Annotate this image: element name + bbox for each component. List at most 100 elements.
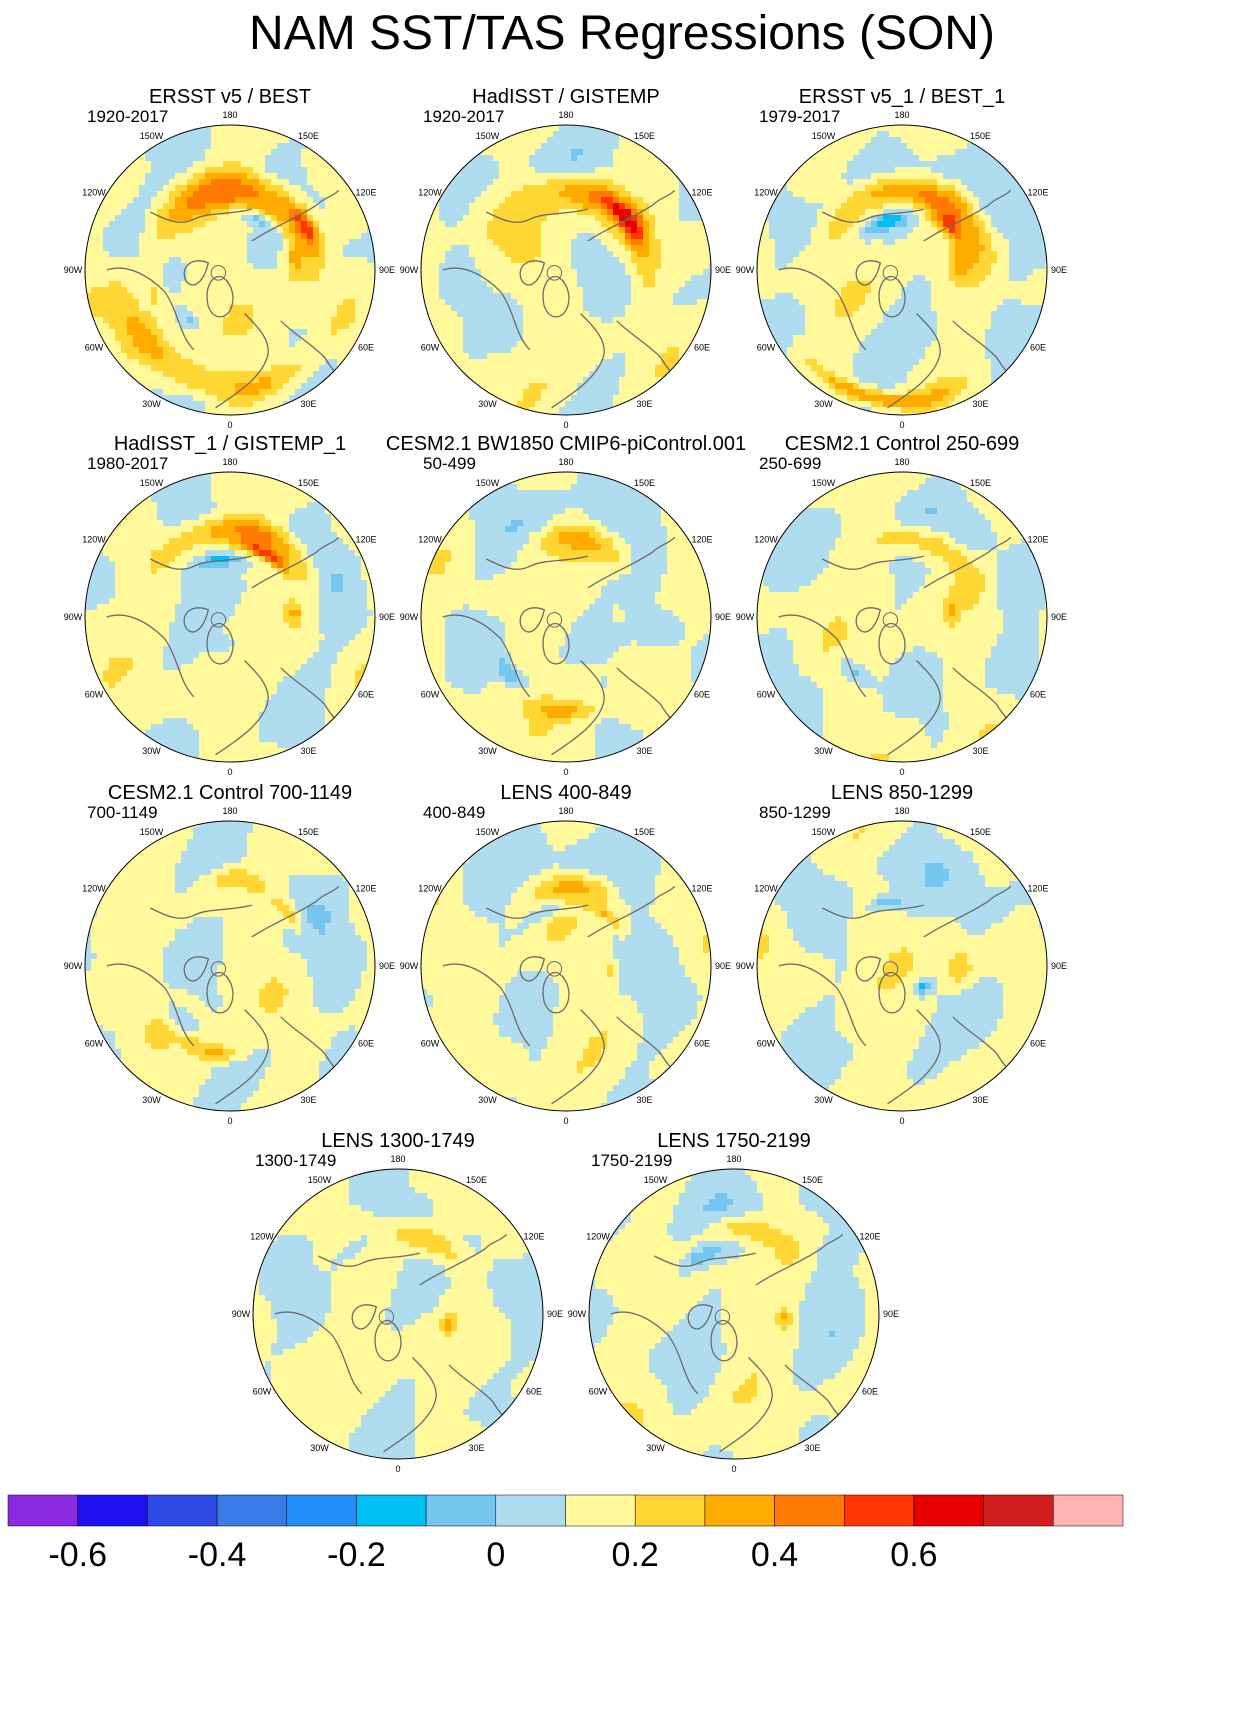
field-cell [463,359,470,366]
field-cell [541,251,548,258]
field-cell [847,137,854,144]
field-cell [511,377,518,384]
field-cell [523,197,530,204]
field-cell [367,263,374,270]
field-cell [325,347,332,354]
field-cell [205,311,212,318]
field-cell [889,191,896,198]
field-cell [151,221,158,228]
field-cell [847,191,854,198]
field-cell [937,257,944,264]
field-cell [139,257,146,264]
field-cell [529,395,536,402]
field-cell [619,203,626,210]
field-cell [877,137,884,144]
field-cell [241,395,248,402]
field-cell [181,317,188,324]
field-cell [517,257,524,264]
field-cell [193,389,200,396]
field-cell [475,263,482,270]
field-cell [145,317,152,324]
field-cell [571,179,578,186]
field-cell [1003,257,1010,264]
field-cell [487,167,494,174]
field-cell [631,149,638,156]
field-cell [277,137,284,144]
field-cell [571,161,578,168]
field-cell [595,317,602,324]
field-cell [121,335,128,342]
field-cell [187,359,194,366]
field-cell [607,137,614,144]
field-cell [541,155,548,162]
field-cell [901,245,908,252]
field-cell [229,401,236,408]
field-cell [145,215,152,222]
field-cell [673,197,680,204]
field-cell [361,263,368,270]
field-cell [823,281,830,288]
field-cell [769,251,776,258]
field-cell [481,209,488,216]
field-cell [97,311,104,318]
field-cell [871,155,878,162]
field-cell [433,281,440,288]
field-cell [187,155,194,162]
field-cell [295,353,302,360]
field-cell [523,155,530,162]
field-cell [907,263,914,270]
field-cell [595,395,602,402]
field-cell [559,191,566,198]
field-cell [919,215,926,222]
field-cell [985,227,992,234]
field-cell [577,125,584,132]
field-cell [547,239,554,246]
coastline [106,267,195,351]
field-cell [613,245,620,252]
field-cell [547,149,554,156]
field-cell [817,269,824,276]
field-cell [205,257,212,264]
field-cell [229,149,236,156]
field-cell [247,281,254,288]
field-cell [187,383,194,390]
field-cell [223,347,230,354]
field-cell [343,293,350,300]
field-cell [121,263,128,270]
field-cell [637,239,644,246]
field-cell [259,347,266,354]
field-cell [589,293,596,300]
field-cell [295,323,302,330]
field-cell [169,371,176,378]
field-cell [607,281,614,288]
field-cell [613,227,620,234]
field-cell [265,365,272,372]
field-cell [523,131,530,138]
field-cell [541,407,548,414]
field-cell [595,383,602,390]
field-cell [199,383,206,390]
field-cell [319,251,326,258]
field-cell [163,155,170,162]
field-cell [643,347,650,354]
field-cell [565,335,572,342]
field-cell [631,359,638,366]
field-cell [157,221,164,228]
field-cell [265,203,272,210]
field-cell [655,371,662,378]
field-cell [241,149,248,156]
field-cell [493,329,500,336]
field-cell [577,245,584,252]
field-cell [157,287,164,294]
field-cell [589,401,596,408]
field-cell [817,197,824,204]
field-cell [547,191,554,198]
field-cell [439,263,446,270]
field-cell [199,125,206,132]
field-cell [283,203,290,210]
field-cell [757,245,764,252]
field-cell [283,269,290,276]
field-cell [859,191,866,198]
field-cell [133,359,140,366]
field-cell [853,215,860,222]
